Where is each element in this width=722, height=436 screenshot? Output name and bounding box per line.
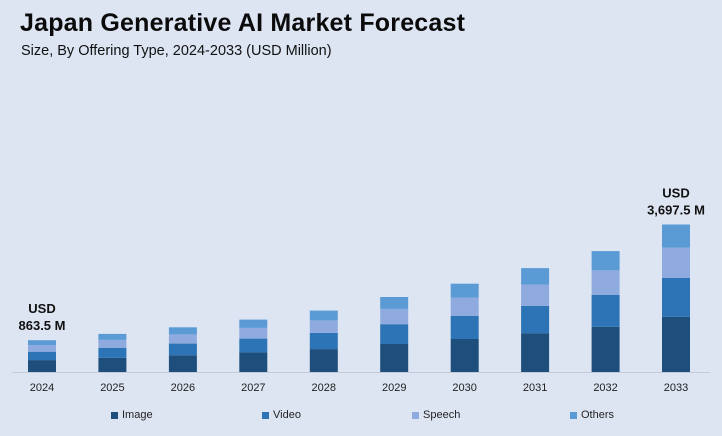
bar-speech-2032 — [591, 270, 620, 295]
legend-item-image: Image — [111, 409, 153, 421]
bar-speech-2027 — [239, 327, 268, 339]
bar-image-2033 — [662, 316, 690, 372]
bar-others-2032 — [591, 251, 620, 271]
bar-others-2028 — [309, 310, 338, 321]
bar-speech-2031 — [521, 284, 550, 306]
legend-swatch — [570, 411, 577, 419]
bar-video-2024 — [28, 351, 56, 361]
bar-video-2032 — [591, 295, 620, 327]
bar-image-2031 — [521, 333, 550, 372]
bar-others-2024 — [28, 340, 56, 346]
x-tick-label: 2033 — [664, 382, 688, 394]
chart-subtitle: Size, By Offering Type, 2024-2033 (USD M… — [21, 43, 332, 59]
x-tick-label: 2032 — [593, 382, 617, 394]
legend-swatch — [412, 411, 419, 419]
bar-video-2026 — [168, 343, 197, 356]
legend-item-video: Video — [262, 409, 301, 421]
bar-video-2030 — [450, 315, 479, 339]
legend-swatch — [111, 411, 118, 419]
legend-label: Speech — [423, 409, 461, 421]
bar-video-2027 — [239, 338, 268, 353]
x-tick-label: 2030 — [452, 382, 476, 394]
x-tick-label: 2028 — [312, 382, 336, 394]
bar-image-2025 — [98, 357, 127, 372]
bar-speech-2033 — [662, 247, 690, 278]
bar-others-2029 — [380, 297, 409, 309]
legend-item-others: Others — [570, 409, 614, 421]
bar-video-2029 — [380, 324, 409, 344]
bar-speech-2030 — [450, 297, 479, 316]
bar-others-2027 — [239, 319, 268, 328]
bar-others-2031 — [521, 268, 550, 285]
bar-others-2030 — [450, 283, 479, 298]
bar-image-2028 — [309, 349, 338, 372]
bar-video-2028 — [309, 332, 338, 349]
bar-speech-2024 — [28, 345, 56, 352]
chart-title: Japan Generative AI Market Forecast — [20, 9, 466, 37]
legend-label: Video — [273, 409, 301, 421]
bar-speech-2029 — [380, 308, 409, 325]
x-tick-label: 2027 — [241, 382, 265, 394]
legend-label: Others — [581, 409, 615, 421]
x-tick-label: 2031 — [523, 382, 547, 394]
annotation-label-line2: 3,697.5 M — [647, 203, 705, 218]
bar-image-2024 — [28, 360, 56, 372]
annotation-label-line1: USD — [662, 186, 689, 201]
legend-swatch — [262, 411, 269, 419]
bar-image-2030 — [450, 339, 479, 372]
bar-video-2025 — [98, 347, 127, 358]
bar-others-2025 — [98, 333, 127, 340]
bar-others-2026 — [168, 327, 197, 335]
annotation-label-line2: 863.5 M — [19, 318, 66, 333]
bar-image-2026 — [168, 355, 197, 372]
x-tick-label: 2029 — [382, 382, 406, 394]
chart-legend: Image Video Speech Others — [0, 409, 722, 427]
bar-speech-2028 — [309, 320, 338, 333]
annotation-label-line1: USD — [28, 301, 55, 316]
bar-video-2031 — [521, 305, 550, 334]
bar-image-2029 — [380, 344, 409, 372]
legend-label: Image — [122, 409, 153, 421]
bar-others-2033 — [662, 224, 690, 248]
x-tick-label: 2024 — [30, 382, 54, 394]
bar-speech-2025 — [98, 340, 127, 348]
legend-item-speech: Speech — [412, 409, 460, 421]
bar-image-2027 — [239, 352, 268, 372]
bar-speech-2026 — [168, 334, 197, 344]
bar-video-2033 — [662, 277, 690, 317]
bar-image-2032 — [591, 326, 620, 372]
x-tick-label: 2026 — [171, 382, 195, 394]
x-tick-label: 2025 — [100, 382, 124, 394]
